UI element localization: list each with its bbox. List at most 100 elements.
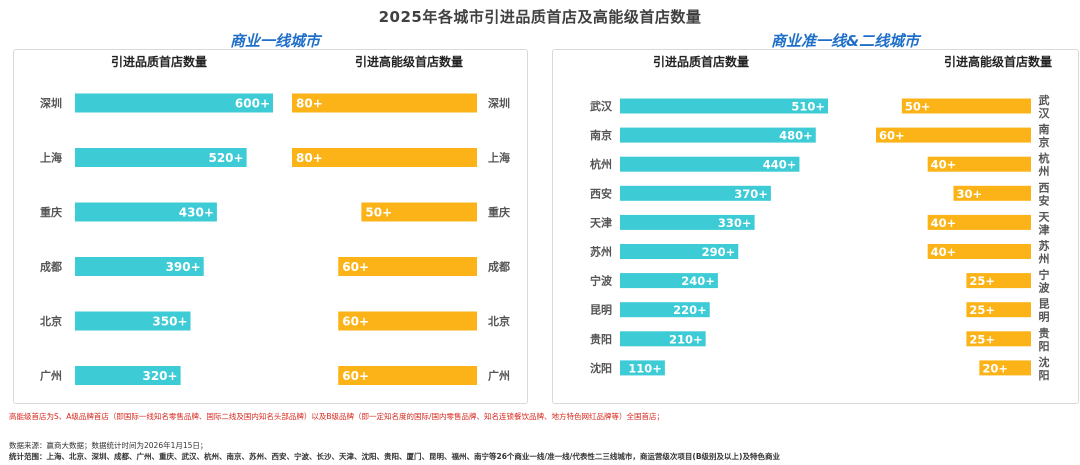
quality-bar xyxy=(620,360,665,376)
quality-value-label: 510+ xyxy=(791,100,825,114)
high-level-bar xyxy=(901,98,1031,114)
high-level-value-label: 50+ xyxy=(905,100,931,114)
city-label-right-char: 贵 xyxy=(1039,326,1050,340)
left-series-header: 引进品质首店数量 xyxy=(111,54,207,69)
city-label-right-char: 沈 xyxy=(1039,355,1050,369)
city-label-right-char: 津 xyxy=(1039,222,1050,236)
quality-bar xyxy=(620,244,739,259)
high-level-bar xyxy=(966,302,1031,318)
city-label-left: 成都 xyxy=(40,260,62,274)
high-level-bar xyxy=(361,202,477,222)
quality-bar xyxy=(620,98,828,114)
high-level-bar xyxy=(876,127,1031,143)
high-level-value-label: 80+ xyxy=(296,97,323,111)
high-level-value-label: 60+ xyxy=(879,129,905,143)
high-level-bar xyxy=(338,257,477,276)
city-label-right: 成都 xyxy=(488,260,510,274)
quality-bar xyxy=(75,148,247,167)
quality-value-label: 600+ xyxy=(235,97,270,111)
high-level-value-label: 40+ xyxy=(931,245,957,259)
quality-bar xyxy=(620,214,755,230)
footnote-scope: 统计范围：上海、北京、深圳、成都、广州、重庆、武汉、杭州、南京、苏州、西安、宁波… xyxy=(9,452,780,461)
city-label-right-char: 明 xyxy=(1039,311,1050,324)
city-label-left: 苏州 xyxy=(590,245,612,259)
high-level-bar xyxy=(292,148,477,167)
city-label-right-char: 西 xyxy=(1039,181,1050,194)
quality-value-label: 210+ xyxy=(669,332,703,346)
city-label-left: 上海 xyxy=(40,151,62,165)
city-label-left: 西安 xyxy=(590,186,612,200)
city-label-right-char: 天 xyxy=(1039,210,1051,223)
city-label-left: 昆明 xyxy=(590,304,612,317)
high-level-value-label: 80+ xyxy=(296,151,323,165)
quality-value-label: 220+ xyxy=(673,303,707,317)
city-label-right-char: 阳 xyxy=(1039,368,1050,382)
city-label-right-char: 汉 xyxy=(1039,106,1051,120)
high-level-value-label: 60+ xyxy=(342,369,369,383)
city-label-right-char: 波 xyxy=(1039,281,1051,295)
city-label-right-char: 阳 xyxy=(1039,339,1050,353)
city-label-right-char: 州 xyxy=(1038,165,1050,178)
chart-main-title: 2025年各城市引进品质首店及高能级首店数量 xyxy=(378,8,702,26)
quality-value-label: 430+ xyxy=(179,206,214,220)
high-level-bar xyxy=(292,93,477,113)
city-label-left: 武汉 xyxy=(590,99,613,113)
right-series-header: 引进高能级首店数量 xyxy=(944,54,1052,69)
city-label-right-char: 京 xyxy=(1039,135,1050,149)
quality-value-label: 290+ xyxy=(702,245,736,259)
quality-value-label: 240+ xyxy=(681,274,715,288)
footnote-source: 数据来源：赢商大数据；数据统计时间为2026年1月15日； xyxy=(9,441,208,450)
city-label-right: 上海 xyxy=(488,151,510,165)
high-level-value-label: 25+ xyxy=(969,303,995,317)
chart-panel-tier2: 引进品质首店数量 引进高能级首店数量 武汉 510+ 50+ 武汉南京 480+ 60+ 南京杭… xyxy=(552,49,1079,404)
quality-value-label: 520+ xyxy=(208,151,243,165)
high-level-value-label: 20+ xyxy=(982,361,1008,375)
city-label-left: 重庆 xyxy=(40,205,62,219)
quality-bar xyxy=(620,273,718,289)
panel-title-tier2: 商业准一线&二线城市 xyxy=(771,32,920,50)
quality-bar xyxy=(620,302,710,318)
high-level-bar xyxy=(927,156,1031,172)
high-level-bar xyxy=(953,185,1031,201)
city-label-right-char: 昆 xyxy=(1039,298,1050,311)
high-level-bar xyxy=(927,214,1031,230)
high-level-value-label: 40+ xyxy=(931,216,957,230)
high-level-value-label: 30+ xyxy=(957,187,983,201)
high-level-bar xyxy=(966,331,1031,347)
city-label-right: 广州 xyxy=(488,369,510,383)
quality-bar xyxy=(75,366,181,385)
quality-value-label: 110+ xyxy=(628,361,662,375)
high-level-value-label: 60+ xyxy=(342,315,369,329)
city-label-right-char: 宁 xyxy=(1039,268,1050,282)
quality-bar xyxy=(75,257,204,276)
city-label-left: 广州 xyxy=(40,369,62,383)
city-label-left: 北京 xyxy=(40,314,62,328)
city-label-left: 宁波 xyxy=(590,274,613,288)
city-label-right-char: 武 xyxy=(1039,93,1050,107)
quality-bar xyxy=(620,127,816,143)
quality-value-label: 480+ xyxy=(779,129,813,143)
city-label-right-char: 杭 xyxy=(1039,151,1050,165)
high-level-value-label: 60+ xyxy=(342,260,369,274)
city-label-left: 贵阳 xyxy=(590,332,612,346)
quality-value-label: 350+ xyxy=(152,315,187,329)
city-label-left: 深圳 xyxy=(40,96,62,110)
quality-bar xyxy=(75,311,191,331)
quality-value-label: 370+ xyxy=(734,187,768,201)
quality-value-label: 440+ xyxy=(763,158,797,172)
high-level-value-label: 25+ xyxy=(969,274,995,288)
city-label-right-char: 州 xyxy=(1038,253,1050,266)
right-series-header: 引进高能级首店数量 xyxy=(355,54,463,69)
city-label-right: 深圳 xyxy=(488,96,510,110)
high-level-bar xyxy=(338,366,477,385)
left-series-header: 引进品质首店数量 xyxy=(653,54,749,69)
high-level-value-label: 40+ xyxy=(931,158,957,172)
city-label-right-char: 南 xyxy=(1039,122,1050,136)
quality-bar xyxy=(620,331,706,347)
chart-panel-tier1: 引进品质首店数量 引进高能级首店数量深圳 600+ 80+ 深圳上海 520+ 80+ 上海重… xyxy=(13,49,528,404)
high-level-value-label: 50+ xyxy=(365,206,392,220)
city-label-left: 沈阳 xyxy=(590,361,612,375)
quality-bar xyxy=(620,185,771,201)
